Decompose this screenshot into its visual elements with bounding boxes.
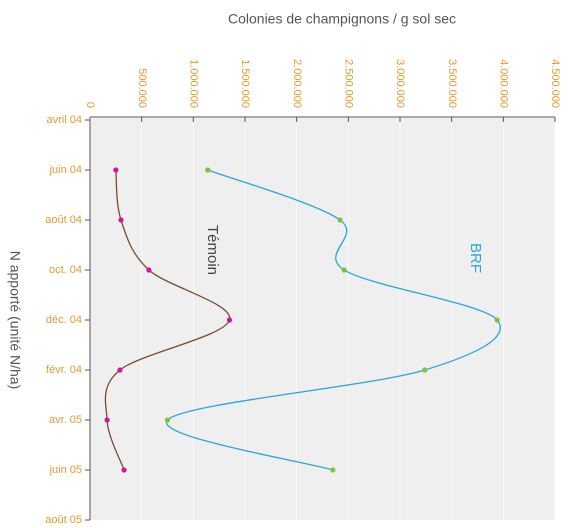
point: [422, 367, 428, 373]
x-tick-label: 500.000: [136, 68, 148, 108]
y-tick-label: août 05: [45, 514, 82, 526]
y-tick-label: juin 05: [49, 464, 82, 476]
point: [164, 417, 171, 423]
x-tick-label: 1.500.000: [239, 59, 251, 108]
y-axis-label: N apporté (unité N/ha): [7, 251, 23, 390]
x-tick-label: 0: [84, 102, 96, 108]
point: [337, 217, 343, 223]
x-tick-label: 4.500.000: [549, 59, 561, 108]
y-tick-label: avril 04: [47, 114, 82, 126]
point: [205, 167, 211, 173]
series-label: BRF: [467, 243, 484, 273]
x-tick-label: 3.000.000: [394, 59, 406, 108]
point: [146, 267, 152, 273]
x-tick-label: 3.500.000: [446, 59, 458, 108]
y-tick-label: août 04: [45, 214, 82, 226]
x-tick-label: 1.000.000: [187, 59, 199, 108]
point: [121, 467, 127, 473]
x-tick-label: 4.000.000: [497, 59, 509, 108]
y-tick-label: févr. 04: [46, 364, 82, 376]
point: [113, 167, 119, 173]
x-tick-label: 2.000.000: [291, 59, 303, 108]
series-label: Témoin: [204, 225, 221, 275]
y-tick-label: déc. 04: [46, 314, 82, 326]
point: [118, 217, 124, 223]
point: [330, 467, 336, 473]
point: [341, 267, 347, 273]
point: [226, 317, 233, 323]
y-tick-label: juin 04: [49, 164, 82, 176]
y-tick-label: oct. 04: [49, 264, 82, 276]
chart-title: Colonies de champignons / g sol sec: [228, 11, 456, 27]
point: [117, 367, 123, 373]
y-tick-label: avr. 05: [49, 414, 82, 426]
x-tick-label: 2.500.000: [342, 59, 354, 108]
plot-area: [90, 118, 555, 520]
point: [104, 417, 110, 423]
point: [494, 317, 500, 323]
